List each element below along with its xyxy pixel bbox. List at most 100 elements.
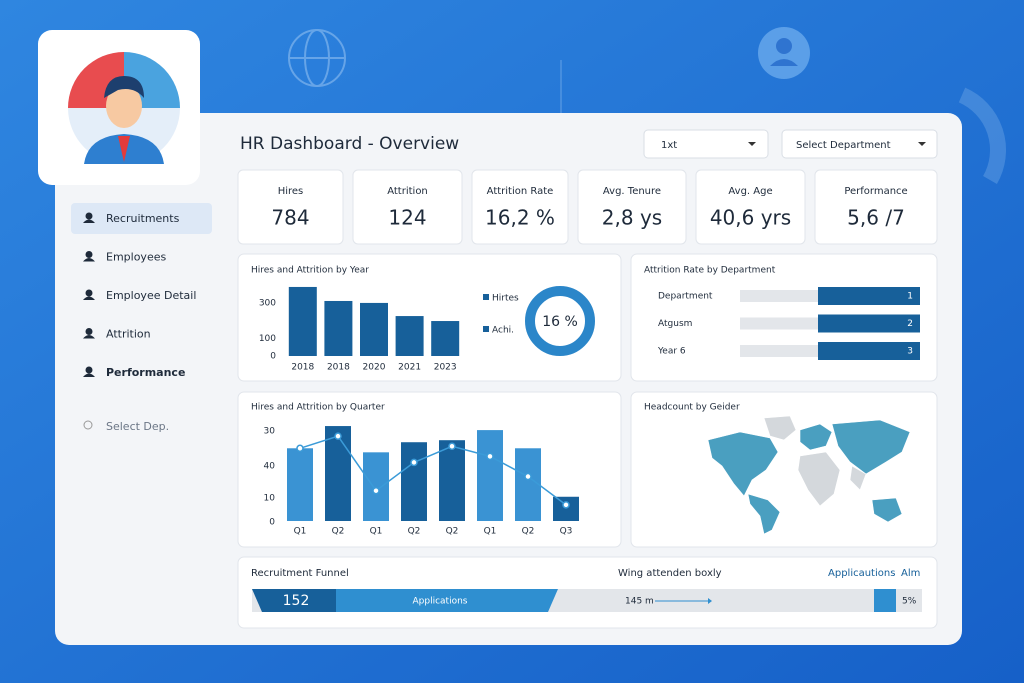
kpi-label: Performance: [844, 186, 907, 197]
row-bar: [818, 314, 920, 333]
avatar-hair: [104, 76, 144, 98]
donut: [525, 286, 595, 356]
y-tick-label: 300: [259, 298, 276, 308]
x-tick-label: 2021: [398, 363, 421, 373]
nav-icon: [83, 296, 95, 300]
legend-label: Hirtes: [492, 294, 519, 304]
filter[interactable]: [781, 129, 938, 159]
funnel-legend: Alm: [901, 568, 920, 579]
y-tick-label: 10: [264, 494, 276, 504]
nav-icon: [83, 335, 95, 339]
kpi-value: 2,8 ys: [602, 206, 662, 230]
world-map: [707, 415, 911, 535]
nav-item[interactable]: Recruitments: [106, 212, 180, 225]
bar: [401, 442, 427, 521]
nav-item[interactable]: Performance: [106, 366, 185, 379]
kpi-label: Attrition Rate: [487, 186, 554, 197]
row-value: 2: [907, 319, 913, 329]
kpi-value: 40,6 yrs: [710, 206, 791, 230]
filter-label[interactable]: 1xt: [661, 140, 677, 151]
select-icon: [83, 420, 93, 430]
decor: [288, 29, 1007, 184]
line-point: [410, 458, 418, 467]
y-tick-label: 100: [259, 334, 276, 344]
bar: [287, 448, 313, 521]
sidebar: Recruitments Employees Employee Detail Attr…: [83, 212, 196, 379]
nav-item[interactable]: Employees: [106, 251, 166, 264]
x-tick-label: Q2: [522, 527, 535, 537]
caret: [918, 142, 926, 146]
x-tick-label: 2023: [434, 363, 457, 373]
bar: [515, 448, 541, 521]
x-tick-label: Q2: [332, 527, 345, 537]
bar: [431, 321, 460, 356]
y-tick-label: 0: [269, 518, 275, 528]
nav-icon: [85, 289, 93, 297]
x-tick-label: 2020: [363, 363, 386, 373]
line-point: [524, 472, 532, 481]
line-point: [486, 452, 494, 461]
quarter-chart: 30 40 10 0 Q1 Q2 Q1 Q2 Q2 Q1 Q2 Q3: [264, 426, 579, 537]
filter-label[interactable]: Select Department: [796, 140, 891, 151]
y-tick-label: 30: [264, 427, 276, 437]
y-tick-label: 0: [270, 352, 276, 362]
legend-swatch: [483, 326, 489, 332]
row-bar: [818, 342, 920, 360]
user-icon-body: [770, 59, 798, 66]
kpi-value: 16,2 %: [485, 206, 555, 230]
select-dep[interactable]: Select Dep.: [106, 420, 169, 433]
bar: [439, 440, 465, 521]
panel-title: Hires and Attrition by Quarter: [251, 403, 385, 413]
nav-item[interactable]: Employee Detail: [106, 289, 196, 302]
nav-item[interactable]: Attrition: [106, 328, 151, 341]
row-value: 3: [907, 347, 913, 357]
line: [299, 435, 567, 506]
kpi-card: [237, 169, 344, 245]
row-value: 1: [907, 292, 913, 302]
line-point: [372, 486, 380, 495]
title: HR Dashboard - Overview: [240, 134, 459, 154]
donut-label: 16 %: [542, 314, 578, 330]
bar: [325, 426, 351, 521]
nav-icon: [85, 366, 93, 374]
legend-label: Achi.: [492, 326, 514, 336]
avatar-face: [106, 84, 142, 128]
funnel-middle: 145 m: [625, 597, 654, 607]
filter[interactable]: [643, 129, 769, 159]
year-chart: 0 100 300 2018 2018 2020 2021 2023: [259, 286, 460, 373]
funnel-stage: [336, 589, 558, 612]
kpi-card: [577, 169, 687, 245]
kpi-card: [695, 169, 806, 245]
funnel-percent: 5%: [902, 597, 917, 607]
line-point: [296, 444, 304, 453]
row-label: Year 6: [657, 347, 686, 357]
user-icon-head: [776, 38, 792, 54]
panel-title: Hires and Attrition by Year: [251, 266, 369, 276]
kpi-value: 784: [271, 206, 309, 230]
x-tick-label: Q2: [446, 527, 459, 537]
caret: [748, 142, 756, 146]
x-tick-label: 2018: [327, 363, 350, 373]
nav-active: [71, 203, 212, 234]
x-tick-label: Q1: [484, 527, 497, 537]
funnel-legend: Applicautions: [828, 568, 895, 579]
kpi-label: Hires: [278, 186, 304, 197]
nav-icon: [85, 251, 93, 258]
funnel-arrow-head: [708, 598, 712, 604]
x-tick-label: Q1: [370, 527, 383, 537]
bar: [288, 286, 317, 356]
line-point: [562, 501, 570, 509]
department-chart: Department 1 Atgusm 2 Year 6 3: [657, 287, 920, 360]
x-tick-label: Q2: [408, 527, 421, 537]
kpi-label: Attrition: [387, 186, 428, 197]
nav-icon: [85, 328, 93, 335]
nav-icon: [85, 212, 93, 220]
funnel-stage: [252, 589, 336, 612]
kpi-card: [814, 169, 938, 245]
x-tick-label: Q3: [560, 527, 573, 537]
kpi-value: 5,6 /7: [847, 206, 905, 230]
bar: [477, 430, 503, 521]
bar: [395, 316, 424, 356]
